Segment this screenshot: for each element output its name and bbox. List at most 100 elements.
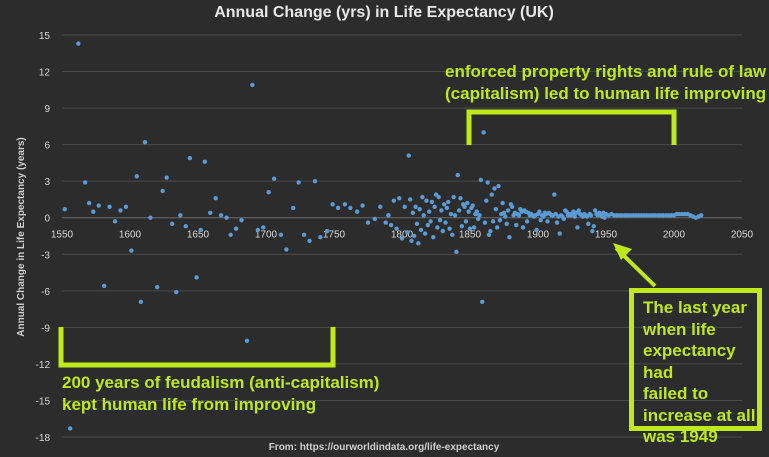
x-tick-label: 1650 [187,230,210,241]
capitalism-annotation: enforced property rights and rule of law… [445,61,766,104]
annotation-line: (capitalism) led to human life improving [445,83,767,103]
callout-line: The last year [643,298,747,317]
data-point [218,213,224,218]
data-point [467,226,473,231]
data-point [239,217,244,223]
data-point [452,213,458,218]
data-point [576,208,581,213]
data-point [213,196,218,201]
source-note: From: https://ourworldindata.org/life-ex… [269,442,500,453]
y-tick-label: 3 [44,177,50,188]
data-point [91,209,96,214]
data-point [178,213,183,218]
x-tick-label: 1550 [51,230,74,241]
data-point [482,220,488,225]
data-point [291,205,296,211]
y-axis-label: Annual Change in Life Expectancy (years) [16,137,27,337]
x-tick-label: 1600 [119,230,142,241]
y-tick-label: 12 [39,68,51,79]
annotation-line: enforced property rights and rule of law [445,62,767,81]
data-point [244,338,250,343]
data-point [465,200,470,206]
data-point [416,241,421,246]
data-point [588,213,594,218]
x-tick-labels: 1550 1600 1650 1700 1750 1800 1850 1900 1950 2000… [51,230,754,241]
data-point [82,180,88,185]
data-point [429,199,435,205]
x-tick-label: 1900 [527,230,550,241]
data-point [552,192,557,197]
data-point [372,216,377,222]
data-point [591,224,596,229]
data-point [187,155,193,161]
y-tick-label: 15 [39,31,51,42]
data-point [446,199,451,205]
y-tick-label: -15 [36,396,51,407]
data-point [410,210,416,216]
data-point [456,208,462,213]
data-point [471,225,477,230]
data-point [448,211,454,217]
data-point [503,214,508,219]
data-point [271,176,277,181]
x-tick-label: 1850 [459,230,482,241]
data-point [586,221,591,227]
data-point [428,219,433,224]
data-point [129,248,134,253]
y-tick-label: -3 [41,250,50,261]
data-point [470,203,475,208]
data-point [155,284,160,290]
data-point [255,227,261,233]
data-point [455,172,460,178]
data-point [335,205,341,211]
y-tick-label: 9 [44,104,50,115]
data-point [412,233,417,239]
data-point [454,249,459,255]
data-point [348,205,353,211]
data-point [435,225,440,230]
y-tick-label: -6 [41,287,50,298]
y-tick-label: 0 [44,214,50,225]
data-point [495,225,500,230]
data-point [451,194,456,200]
data-point [537,209,542,214]
data-point [462,204,467,209]
data-point [278,232,284,237]
data-point [534,227,539,233]
data-point [406,153,411,158]
data-point [463,219,469,224]
capitalism-bracket [466,109,677,145]
data-point [590,228,595,234]
data-point [420,194,425,200]
data-point [407,197,413,202]
feudalism-annotation: 200 years of feudalism (anti-capitalism)… [62,372,379,415]
data-point [592,208,598,213]
data-point [524,219,530,224]
data-point [443,220,448,225]
data-point [493,207,499,212]
data-point [402,204,407,209]
data-point [76,41,81,46]
data-point [194,275,199,280]
data-point [307,238,312,244]
data-point [497,217,503,223]
data-point [134,174,139,179]
data-point [405,230,410,235]
data-point [418,227,424,233]
data-point [425,222,431,228]
data-point [261,225,266,230]
data-point [360,203,365,208]
data-point [354,209,360,214]
x-tick-label: 1750 [323,230,346,241]
data-point [87,200,92,206]
data-point [557,231,562,236]
x-tick-label: 2050 [731,230,754,241]
data-point [118,208,123,213]
data-point [488,228,493,234]
data-point [436,194,441,200]
data-point [318,235,323,240]
data-point [112,219,118,224]
data-point [160,188,165,194]
data-point [699,213,704,218]
